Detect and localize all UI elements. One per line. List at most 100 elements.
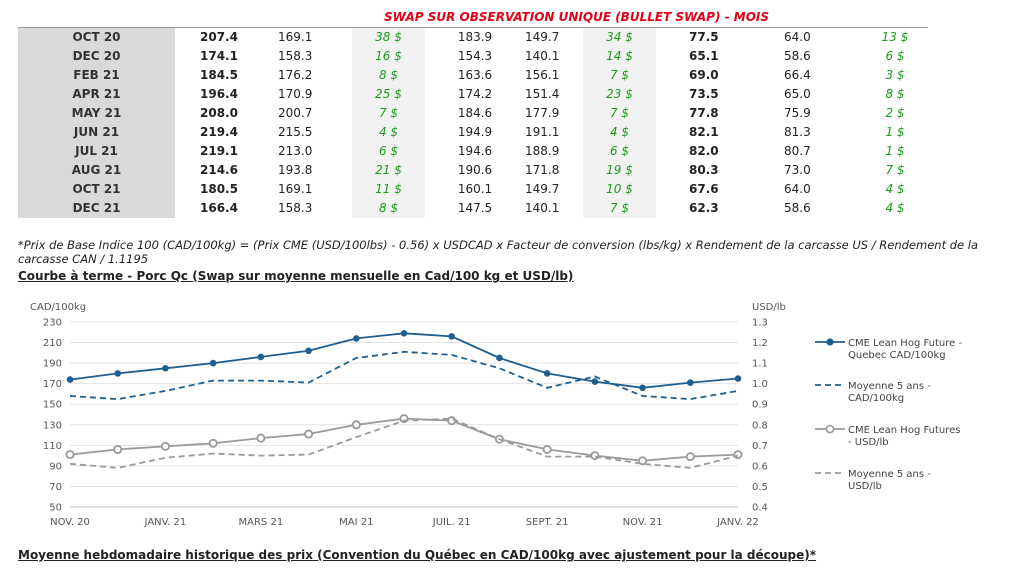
table-cell-a1: 207.4: [200, 30, 238, 44]
x-tick-label: SEPT. 21: [526, 517, 569, 528]
y-left-tick-label: 210: [43, 338, 62, 349]
x-tick-label: NOV. 21: [623, 517, 663, 528]
table-cell-a3: 38 $: [352, 28, 425, 47]
table-cell-b2: 149.7: [525, 182, 560, 196]
table-cell-a2: 169.1: [278, 182, 313, 196]
table-cell-c3: 1 $: [885, 125, 905, 139]
table-row: DEC 21 166.4 158.3 8 $ 147.5 140.1 7 $ 62.3 58.6…: [18, 199, 924, 218]
table-cell-c2: 58.6: [784, 49, 811, 63]
y-left-tick-label: 130: [43, 420, 62, 431]
table-month-cell: OCT 21: [18, 180, 175, 199]
legend-label: USD/lb: [848, 481, 882, 492]
table-row: FEB 21 184.5 176.2 8 $ 163.6 156.1 7 $ 69.0 66.4…: [18, 66, 924, 85]
data-point: [638, 456, 648, 466]
legend-marker: [825, 424, 835, 434]
table-cell-c3: 1 $: [885, 144, 905, 158]
table-cell-a2: 158.3: [278, 49, 313, 63]
data-point: [685, 452, 695, 462]
table-cell-a2: 215.5: [278, 125, 313, 139]
table-row: OCT 20 207.4 169.1 38 $ 183.9 149.7 34 $ 77.5 64…: [18, 28, 924, 47]
table-cell-a2: 158.3: [278, 201, 313, 215]
legend-marker: [826, 338, 834, 346]
data-point: [113, 444, 123, 454]
y-right-tick-label: 0.5: [752, 482, 768, 493]
data-point: [686, 379, 694, 386]
table-cell-c3: 4 $: [885, 201, 905, 215]
table-cell-a2: 169.1: [278, 30, 313, 44]
table-cell-b2: 188.9: [525, 144, 560, 158]
table-divider: [18, 27, 928, 28]
table-cell-b1: 184.6: [457, 106, 493, 120]
y-right-tick-label: 1.0: [752, 379, 768, 390]
table-row: JUL 21 219.1 213.0 6 $ 194.6 188.9 6 $ 82.0 80.7…: [18, 142, 924, 161]
data-point: [114, 370, 122, 377]
data-point: [352, 335, 360, 342]
table-cell-b1: 194.6: [457, 144, 493, 158]
y-right-tick-label: 0.8: [752, 420, 768, 431]
table-cell-c2: 64.0: [784, 30, 811, 44]
footnote: *Prix de Base Indice 100 (CAD/100kg) = (…: [18, 238, 979, 266]
table-cell-c2: 58.6: [784, 201, 811, 215]
table-cell-c2: 65.0: [784, 87, 811, 101]
y-right-tick-label: 1.1: [752, 359, 768, 370]
table-cell-b1: 160.1: [457, 182, 493, 196]
table-cell-c2: 66.4: [784, 68, 811, 82]
table-cell-b2: 151.4: [525, 87, 560, 101]
table-cell-c2: 81.3: [784, 125, 811, 139]
y-right-tick-label: 0.9: [752, 400, 768, 411]
data-point: [591, 378, 599, 385]
table-cell-a3: 8 $: [352, 199, 425, 218]
table-cell-b1: 154.3: [457, 49, 493, 63]
table-cell-b1: 174.2: [457, 87, 493, 101]
table-cell-b3: 23 $: [583, 85, 656, 104]
table-cell-a2: 193.8: [278, 163, 313, 177]
data-point: [305, 347, 312, 355]
table-cell-a3: 7 $: [352, 104, 425, 123]
table-cell-a3: 25 $: [352, 85, 425, 104]
data-point: [351, 420, 361, 430]
y-left-tick-label: 170: [43, 379, 62, 390]
y-right-tick-label: 0.6: [752, 461, 768, 472]
table-cell-a1: 196.4: [200, 87, 238, 101]
table-cell-b1: 163.6: [457, 68, 493, 82]
table-cell-c3: 13 $: [881, 30, 909, 44]
table-row: APR 21 196.4 170.9 25 $ 174.2 151.4 23 $ 73.5 65…: [18, 85, 924, 104]
y-right-tick-label: 1.3: [752, 318, 768, 329]
table-cell-c1: 82.0: [689, 144, 719, 158]
data-point: [257, 353, 265, 361]
series-line-0: [69, 332, 739, 389]
table-cell-c2: 80.7: [784, 144, 811, 158]
data-point: [400, 330, 408, 337]
forward-curve-chart: 50 70 90 110 130 150 170 190 210 230 0.4 0.5 0.6 0.7 0…: [30, 302, 962, 528]
data-point: [66, 376, 74, 383]
data-point: [160, 441, 170, 451]
data-point: [639, 384, 646, 392]
table-month-cell: DEC 20: [18, 47, 175, 66]
table-title: SWAP SUR OBSERVATION UNIQUE (BULLET SWAP…: [384, 10, 770, 24]
table-cell-c1: 65.1: [689, 49, 719, 63]
table-cell-b2: 156.1: [525, 68, 560, 82]
table-cell-c1: 73.5: [689, 87, 719, 101]
table-month-cell: JUN 21: [18, 123, 175, 142]
table-cell-a1: 180.5: [200, 182, 238, 196]
table-month-cell: MAY 21: [18, 104, 175, 123]
table-cell-b3: 10 $: [583, 180, 656, 199]
table-cell-b3: 4 $: [583, 123, 656, 142]
table-row: AUG 21 214.6 193.8 21 $ 190.6 171.8 19 $ 80.3 73…: [18, 161, 924, 180]
y-left-tick-label: 150: [43, 400, 62, 411]
legend-label: CME Lean Hog Future -: [848, 338, 962, 349]
table-row: JUN 21 219.4 215.5 4 $ 194.9 191.1 4 $ 82.1 81.3…: [18, 123, 924, 142]
y-left-tick-label: 190: [43, 359, 62, 370]
table-cell-b2: 140.1: [525, 49, 560, 63]
legend-label: CAD/100kg: [848, 393, 904, 404]
chart-title: Courbe à terme - Porc Qc (Swap sur moyen…: [18, 269, 574, 283]
table-cell-c1: 77.8: [689, 106, 719, 120]
table-month-cell: OCT 20: [18, 28, 175, 47]
table-cell-a3: 11 $: [352, 180, 425, 199]
y-right-axis-label: USD/lb: [752, 302, 786, 313]
y-left-tick-label: 230: [43, 318, 62, 329]
y-right-tick-label: 1.2: [752, 338, 768, 349]
y-right-tick-label: 0.4: [752, 503, 768, 514]
x-tick-label: MAI 21: [339, 517, 373, 528]
table-cell-c1: 69.0: [689, 68, 719, 82]
